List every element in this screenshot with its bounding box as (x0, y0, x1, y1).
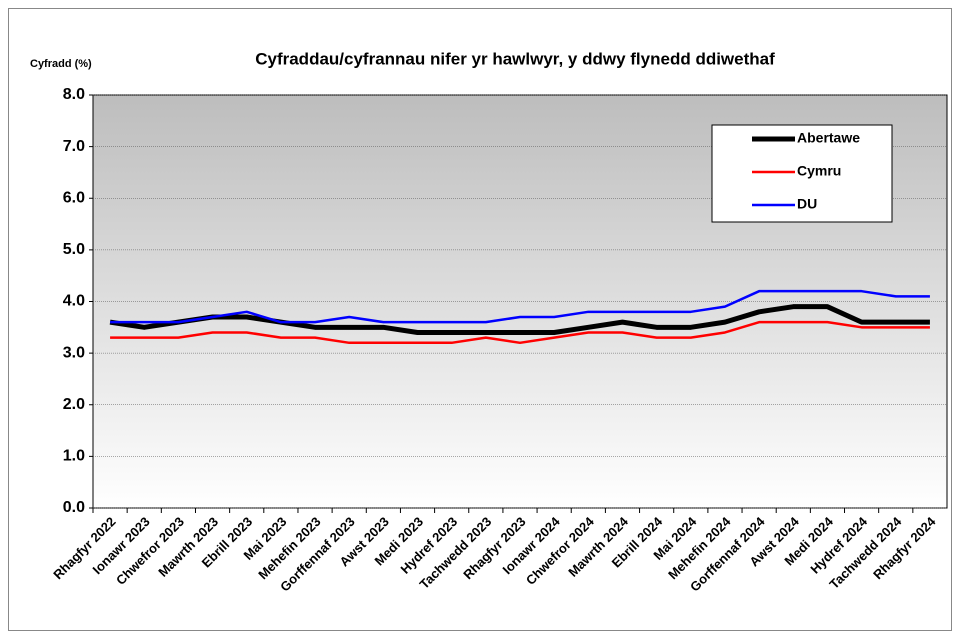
legend-label: DU (797, 196, 817, 212)
series-line (109, 304, 930, 335)
y-tick-label: 4.0 (63, 293, 85, 310)
legend-label: Cymru (797, 163, 841, 179)
y-tick-label: 2.0 (63, 396, 85, 413)
series-line (110, 320, 930, 345)
y-tick-label: 6.0 (63, 189, 85, 206)
series-line (110, 289, 930, 324)
chart-title: Cyfraddau/cyfrannau nifer yr hawlwyr, y … (255, 49, 775, 68)
legend-label: Abertawe (797, 130, 860, 146)
y-tick-label: 1.0 (63, 448, 85, 465)
y-axis-label: Cyfradd (%) (30, 58, 92, 70)
y-tick-label: 3.0 (63, 344, 85, 361)
legend-box (711, 124, 893, 223)
y-tick-label: 8.0 (63, 86, 85, 103)
y-tick-label: 0.0 (63, 499, 85, 516)
y-tick-label: 5.0 (63, 241, 85, 258)
y-tick-label: 7.0 (63, 138, 85, 155)
